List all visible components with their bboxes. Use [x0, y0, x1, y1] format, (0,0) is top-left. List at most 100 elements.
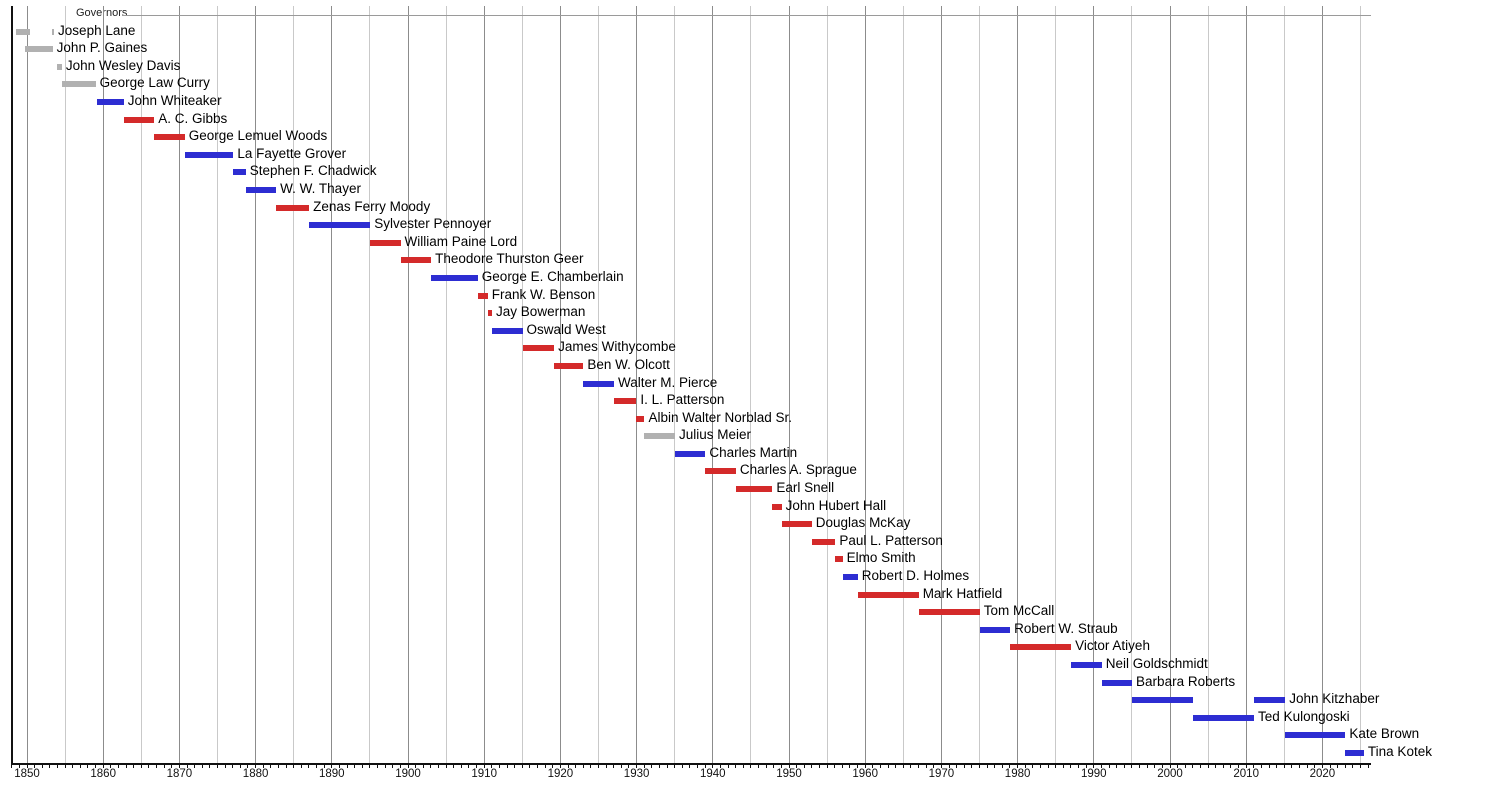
governor-label: Victor Atiyeh [1075, 638, 1150, 654]
gridline [26, 6, 28, 764]
term-bar [705, 468, 736, 475]
axis-minor-tick [41, 763, 43, 768]
axis-minor-tick [582, 763, 584, 768]
term-bar [184, 151, 234, 158]
axis-minor-tick [1329, 763, 1331, 768]
gridline [636, 6, 638, 764]
term-bar [52, 28, 55, 35]
axis-minor-tick [1314, 763, 1316, 768]
governor-label: William Paine Lord [404, 233, 518, 249]
axis-minor-tick [1230, 763, 1232, 768]
axis-minor-tick [171, 763, 173, 768]
axis-minor-tick [209, 763, 211, 768]
axis-minor-tick [262, 763, 264, 768]
chart-title: Governors [73, 7, 131, 19]
axis-minor-tick [506, 763, 508, 768]
axis-minor-tick [818, 763, 820, 768]
axis-minor-tick [1306, 763, 1308, 768]
axis-minor-tick [1062, 763, 1064, 768]
gridline [1017, 6, 1019, 764]
axis-minor-tick [377, 763, 379, 768]
axis-minor-tick [1055, 763, 1057, 768]
axis-minor-tick [384, 763, 386, 768]
axis-minor-tick [1032, 763, 1034, 768]
axis-minor-tick [1017, 763, 1019, 768]
axis-minor-tick [346, 763, 348, 768]
axis-minor-tick [1260, 763, 1262, 768]
axis-minor-tick [1360, 763, 1361, 768]
axis-minor-tick [712, 763, 714, 768]
axis-minor-tick [849, 763, 851, 768]
axis-minor-tick [979, 763, 980, 768]
axis-minor-tick [11, 763, 13, 768]
x-axis-tick-label: 1990 [1081, 768, 1107, 780]
gridline [1131, 6, 1133, 764]
axis-minor-tick [430, 763, 432, 768]
axis-minor-tick [651, 763, 653, 768]
governor-label: John Wesley Davis [65, 57, 181, 73]
gridline [445, 6, 447, 764]
axis-minor-tick [255, 763, 257, 768]
axis-minor-tick [773, 763, 775, 768]
axis-minor-tick [1123, 763, 1125, 768]
axis-minor-tick [986, 763, 988, 768]
x-axis-tick-label: 2010 [1233, 768, 1259, 780]
axis-minor-tick [1291, 763, 1293, 768]
governor-label: Ben W. Olcott [587, 356, 670, 372]
gridline [407, 6, 409, 764]
axis-minor-tick [18, 763, 20, 768]
axis-minor-tick [194, 763, 196, 768]
axis-minor-tick [1344, 763, 1346, 768]
governor-label: Oswald West [526, 321, 606, 337]
axis-minor-tick [514, 763, 516, 768]
axis-minor-tick [963, 763, 965, 768]
axis-minor-tick [110, 763, 112, 768]
axis-minor-tick [552, 763, 554, 768]
axis-minor-tick [1169, 763, 1171, 768]
gridline [1245, 6, 1247, 764]
axis-minor-tick [95, 763, 97, 768]
axis-minor-tick [636, 763, 638, 768]
governor-label: Earl Snell [776, 480, 835, 496]
governor-label: Robert D. Holmes [861, 567, 970, 583]
axis-minor-tick [1299, 763, 1301, 768]
axis-minor-tick [750, 763, 752, 768]
governor-label: George Law Curry [99, 75, 210, 91]
gridline [521, 6, 523, 764]
governor-label: John Kitzhaber [1289, 691, 1380, 707]
axis-minor-tick [300, 763, 302, 768]
axis-minor-tick [338, 763, 340, 768]
axis-minor-tick [1177, 763, 1179, 768]
axis-minor-tick [1116, 763, 1118, 768]
axis-minor-tick [613, 763, 615, 768]
axis-minor-tick [422, 763, 424, 768]
axis-minor-tick [323, 763, 325, 768]
x-axis-tick-label: 1950 [776, 768, 802, 780]
axis-minor-tick [1078, 763, 1080, 768]
axis-minor-tick [590, 763, 592, 768]
axis-minor-tick [331, 763, 333, 768]
axis-minor-tick [1321, 763, 1323, 768]
axis-minor-tick [415, 763, 417, 768]
x-axis-tick-label: 1850 [14, 768, 40, 780]
axis-minor-tick [529, 763, 531, 768]
axis-minor-tick [765, 763, 767, 768]
x-axis-tick-label: 1960 [852, 768, 878, 780]
governor-label: Stephen F. Chadwick [249, 163, 377, 179]
axis-minor-tick [201, 763, 203, 768]
axis-minor-tick [483, 763, 485, 768]
gridline [674, 6, 676, 764]
axis-minor-tick [217, 763, 218, 768]
governor-label: George Lemuel Woods [188, 128, 328, 144]
x-axis-tick-label: 1860 [90, 768, 116, 780]
term-bar [835, 556, 843, 563]
term-bar [842, 573, 858, 580]
governor-label: Albin Walter Norblad Sr. [648, 409, 792, 425]
axis-minor-tick [369, 763, 371, 768]
axis-minor-tick [308, 763, 310, 768]
term-bar [309, 222, 371, 229]
axis-minor-tick [316, 763, 318, 768]
term-bar [487, 310, 493, 317]
term-bar [522, 345, 555, 352]
axis-minor-tick [956, 763, 958, 768]
